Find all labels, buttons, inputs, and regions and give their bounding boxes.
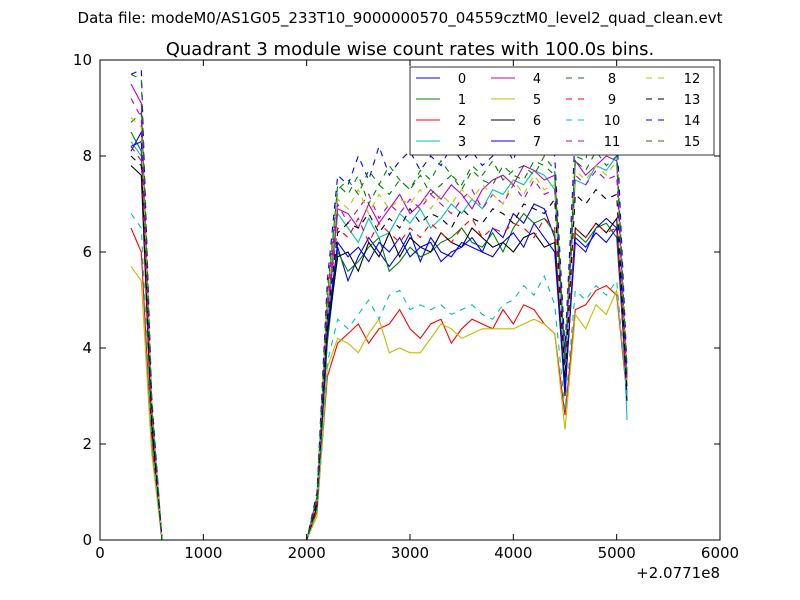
legend-box <box>409 66 715 156</box>
legend-label-14: 14 <box>684 114 701 129</box>
legend-label-13: 13 <box>684 93 701 108</box>
x-tick-label: 2000 <box>288 544 326 562</box>
y-tick-label: 0 <box>82 531 92 549</box>
x-tick-label: 1000 <box>184 544 222 562</box>
legend-label-3: 3 <box>458 135 466 150</box>
legend-label-8: 8 <box>608 72 616 87</box>
x-tick-label: 6000 <box>701 544 739 562</box>
series-line-13 <box>130 155 628 541</box>
series-line-12 <box>130 117 628 541</box>
legend-label-11: 11 <box>604 135 621 150</box>
chart-title: Quadrant 3 module wise count rates with … <box>166 39 655 60</box>
x-offset-label: +2.0771e8 <box>636 564 720 582</box>
legend-label-0: 0 <box>458 72 466 87</box>
legend-label-4: 4 <box>533 72 541 87</box>
y-tick-label: 8 <box>82 147 92 165</box>
series-line-10 <box>130 213 628 541</box>
x-tick-label: 4000 <box>494 544 532 562</box>
y-tick-label: 6 <box>82 243 92 261</box>
x-tick-label: 0 <box>95 544 105 562</box>
legend-label-6: 6 <box>533 114 541 129</box>
legend-label-10: 10 <box>604 114 621 129</box>
y-tick-label: 4 <box>82 339 92 357</box>
legend-label-2: 2 <box>458 114 466 129</box>
legend-label-9: 9 <box>608 93 616 108</box>
legend-label-1: 1 <box>458 93 466 108</box>
legend-label-15: 15 <box>684 135 701 150</box>
legend-label-7: 7 <box>533 135 541 150</box>
y-tick-label: 2 <box>82 435 92 453</box>
figure-suptitle: Data file: modeM0/AS1G05_233T10_90000005… <box>78 9 723 28</box>
series-line-15 <box>130 73 628 541</box>
x-tick-label: 3000 <box>391 544 429 562</box>
legend-label-12: 12 <box>684 72 701 87</box>
legend-label-5: 5 <box>533 93 541 108</box>
y-tick-label: 10 <box>73 51 92 69</box>
x-tick-label: 5000 <box>598 544 636 562</box>
